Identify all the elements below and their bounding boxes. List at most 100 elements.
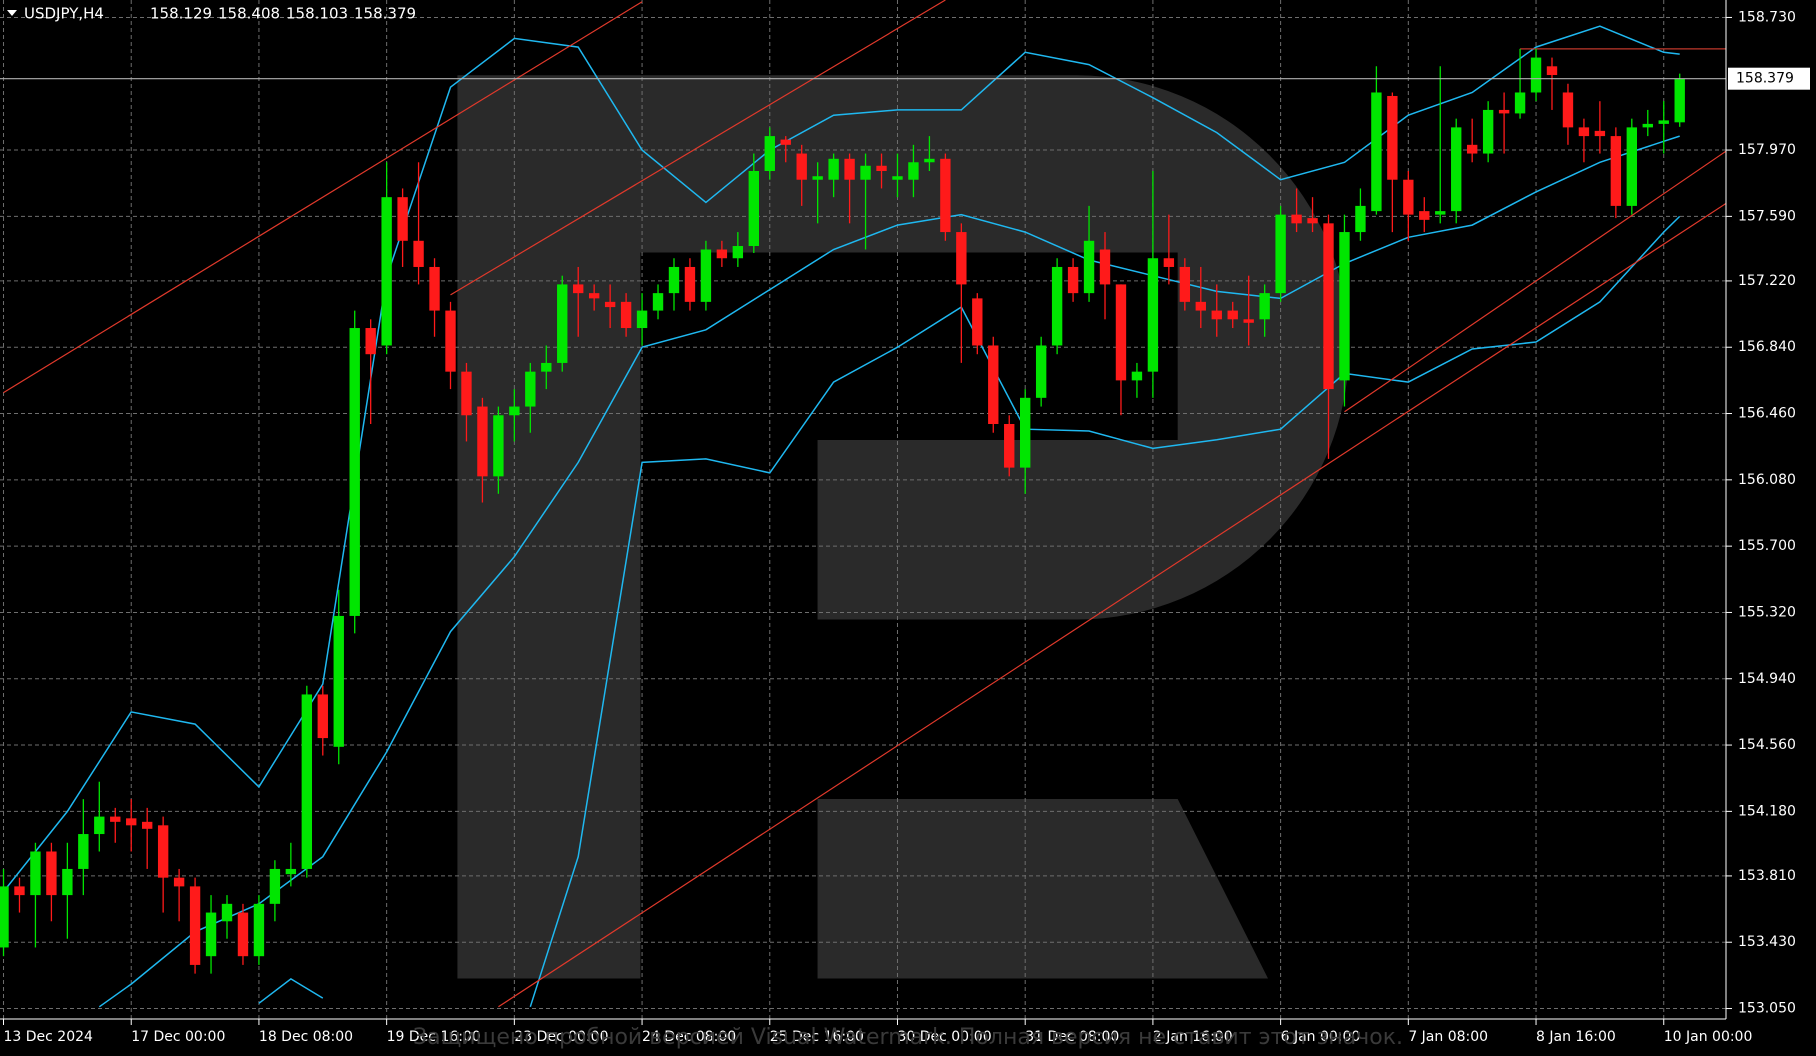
candle-body: [493, 415, 504, 477]
candle-body: [860, 165, 871, 180]
y-tick-label: 157.970: [1738, 142, 1796, 158]
candle-body: [46, 851, 57, 896]
x-tick-label: 24 Dec 08:00: [642, 1029, 736, 1045]
y-tick-label: 156.840: [1738, 339, 1796, 355]
candle-body: [1498, 109, 1510, 114]
candle-body: [956, 232, 967, 285]
x-tick-label: 10 Jan 00:00: [1664, 1029, 1753, 1045]
band-line: [258, 215, 1681, 1008]
x-tick-label: 6 Jan 00:00: [1281, 1029, 1361, 1045]
current-price-box: [1728, 67, 1810, 90]
candle-body: [445, 310, 456, 372]
y-tick-label: 155.700: [1738, 538, 1796, 554]
candle-body: [317, 694, 328, 739]
y-tick-label: 154.180: [1738, 803, 1796, 819]
candle-body: [1227, 310, 1238, 320]
candle-body: [1642, 123, 1653, 128]
band-line: [98, 135, 1680, 1008]
candle-body: [700, 249, 712, 302]
candle-body: [1562, 92, 1574, 128]
candle-body: [924, 158, 935, 163]
x-tick-label: 7 Jan 08:00: [1408, 1029, 1488, 1045]
candle-body: [157, 825, 169, 878]
y-tick-label: 157.220: [1738, 273, 1796, 289]
candle-body: [1147, 258, 1159, 372]
candle-body: [126, 818, 137, 826]
candle-body: [573, 284, 584, 294]
x-tick-label: 30 Dec 00:00: [897, 1029, 991, 1045]
candle-body: [1259, 293, 1270, 320]
candle-body: [1179, 266, 1191, 302]
candle-body: [525, 371, 536, 407]
candle-body: [1083, 240, 1095, 294]
candle-body: [604, 301, 616, 308]
candle-body: [1131, 371, 1143, 381]
candle-body: [780, 139, 791, 145]
y-tick-label: 154.940: [1738, 671, 1796, 687]
y-tick-label: 155.320: [1738, 604, 1796, 620]
candle-body: [940, 158, 951, 233]
candle-body: [796, 153, 807, 180]
candle-body: [1211, 310, 1222, 320]
candle-body: [1020, 397, 1031, 468]
candle-body: [988, 345, 999, 425]
logo-leg: [817, 799, 1269, 979]
x-tick-label: 25 Dec 16:00: [770, 1029, 864, 1045]
trend-line: [450, 0, 946, 296]
candle-body: [1243, 319, 1254, 323]
candle-body: [94, 816, 105, 835]
y-tick-label: 153.810: [1738, 868, 1796, 884]
candle-body: [1578, 127, 1590, 137]
candle-body: [1466, 144, 1478, 154]
candle-body: [1195, 301, 1206, 311]
y-tick-label: 153.050: [1738, 1001, 1796, 1017]
candle-body: [620, 301, 632, 329]
current-price-label: 158.379: [1736, 71, 1794, 87]
candle-body: [1530, 57, 1542, 93]
x-tick-label: 8 Jan 16:00: [1536, 1029, 1616, 1045]
candle-body: [1403, 179, 1414, 215]
candle-body: [173, 877, 185, 887]
candle-body: [30, 851, 41, 896]
symbol-label: USDJPY,H4: [24, 5, 104, 23]
candle-body: [62, 868, 73, 896]
candle-body: [1004, 424, 1015, 468]
candle-body: [684, 266, 696, 302]
candle-body: [588, 293, 600, 299]
y-tick-label: 156.080: [1738, 472, 1796, 488]
candle-body: [652, 293, 664, 311]
candle-body: [1387, 95, 1398, 180]
candle-body: [1610, 136, 1622, 206]
candle-body: [1658, 120, 1669, 124]
trend-line: [3, 1, 643, 394]
candle-body: [1371, 92, 1382, 212]
candle-body: [828, 158, 839, 180]
candle-body: [301, 694, 313, 869]
candle-body: [237, 912, 249, 957]
candle-body: [1051, 266, 1063, 346]
candle-body: [269, 868, 281, 904]
candle-body: [557, 284, 568, 363]
x-tick-label: 2 Jan 16:00: [1153, 1029, 1233, 1045]
candle-body: [285, 868, 297, 875]
y-tick-label: 154.560: [1738, 737, 1796, 753]
candle-body: [477, 406, 488, 477]
y-tick-label: 158.730: [1738, 9, 1796, 25]
candle-body: [1674, 78, 1685, 123]
candle-body: [716, 249, 728, 259]
candle-body: [1291, 214, 1302, 224]
x-tick-label: 13 Dec 2024: [4, 1029, 94, 1045]
header-close: 158.379: [354, 5, 416, 23]
candle-body: [972, 298, 983, 346]
candle-body: [748, 170, 759, 247]
candle-body: [876, 165, 887, 171]
candle-body: [1451, 127, 1462, 212]
header-low: 158.103: [286, 5, 348, 23]
collapse-arrow[interactable]: [7, 10, 17, 16]
x-tick-label: 23 Dec 00:00: [514, 1029, 608, 1045]
candle-body: [764, 136, 775, 171]
candle-body: [844, 158, 855, 180]
x-tick-label: 31 Dec 08:00: [1025, 1029, 1119, 1045]
